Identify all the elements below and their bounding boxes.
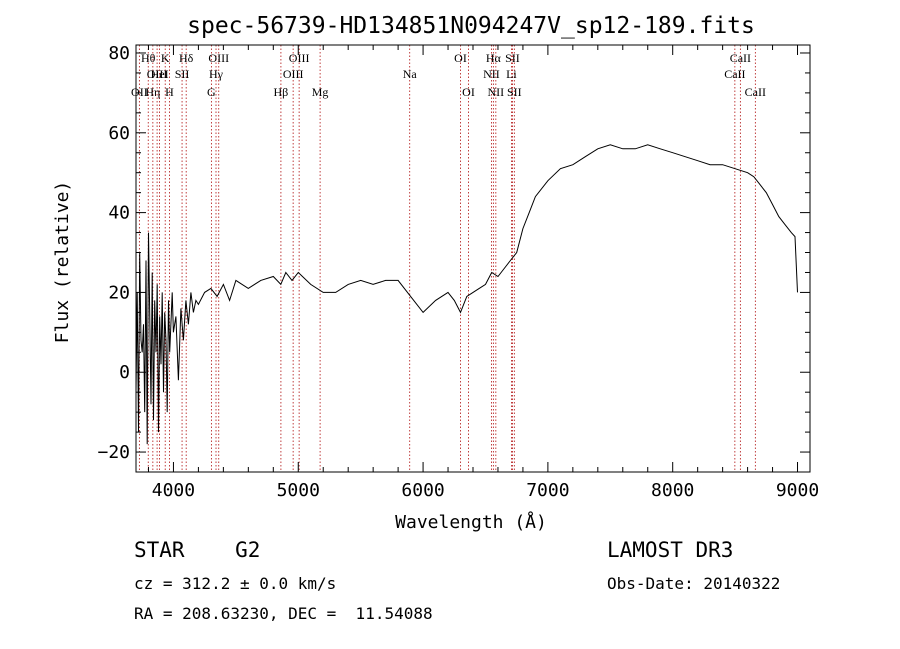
line-label-Hβ: Hβ (274, 85, 289, 99)
y-axis-label: Flux (relative) (52, 181, 73, 344)
coordinates: RA = 208.63230, DEC = 11.54088 (134, 604, 433, 623)
line-label-H: H (165, 85, 174, 99)
line-label-SII: SII (175, 67, 190, 81)
x-tick-label: 6000 (401, 480, 444, 501)
line-label-Li: Li (506, 67, 517, 81)
redshift-velocity: cz = 312.2 ± 0.0 km/s (134, 574, 337, 593)
y-tick-label: 20 (108, 282, 130, 303)
line-label-Hγ: Hγ (209, 67, 224, 81)
line-label-K: K (161, 51, 170, 65)
tick-labels: 4000 5000 6000 7000 8000 9000 −20 0 20 40 60 80 (97, 43, 819, 501)
line-label-NII-6548: NII (483, 67, 500, 81)
line-label-Hθ: Hθ (141, 51, 156, 65)
y-tick-label: 60 (108, 123, 130, 144)
chart-title: spec-56739-HD134851N094247V_sp12-189.fit… (187, 13, 755, 39)
line-label-Mg: Mg (312, 85, 329, 99)
x-tick-label: 7000 (526, 480, 569, 501)
line-label-SII-6716: SII (505, 51, 520, 65)
y-tick-label: 80 (108, 43, 130, 64)
x-tick-label: 4000 (152, 480, 195, 501)
y-tick-label: −20 (97, 442, 130, 463)
line-label-SII-6731: SII (507, 85, 522, 99)
y-tick-label: 40 (108, 203, 130, 224)
emission-line-markers (138, 45, 756, 472)
plot-frame (135, 44, 811, 473)
survey-name: LAMOST DR3 (607, 538, 734, 562)
x-axis-label: Wavelength (Å) (395, 511, 547, 533)
line-label-G: G (207, 85, 216, 99)
line-label-OI-6300: OI (454, 51, 467, 65)
line-label-OIII-5007: OIII (289, 51, 310, 65)
x-tick-label: 8000 (651, 480, 694, 501)
line-label-Hα: Hα (486, 51, 502, 65)
line-label-CaII-8542: CaII (730, 51, 751, 65)
line-label-HeI: HeI (151, 67, 169, 81)
line-label-Hδ: Hδ (179, 51, 194, 65)
line-label-OIII: OIII (147, 67, 168, 81)
line-label-OIII-4959: OIII (283, 67, 304, 81)
x-tick-label: 9000 (776, 480, 819, 501)
object-class: STAR G2 (134, 538, 261, 562)
observation-date: Obs-Date: 20140322 (607, 574, 781, 593)
line-label-OII: OII (131, 85, 148, 99)
line-label-NII-6583: NII (488, 85, 505, 99)
line-label-Hη: Hη (145, 85, 160, 99)
line-label-CaII-8498: CaII (724, 67, 745, 81)
line-label-OI-6364: OI (462, 85, 475, 99)
line-label-OIII-4363: OIII (208, 51, 229, 65)
y-tick-label: 0 (119, 362, 130, 383)
series-layer (135, 144, 798, 445)
series-flux (135, 144, 798, 445)
x-tick-label: 5000 (277, 480, 320, 501)
line-label-CaII-8662: CaII (745, 85, 766, 99)
line-label-Na: Na (403, 67, 418, 81)
axes (135, 44, 811, 473)
